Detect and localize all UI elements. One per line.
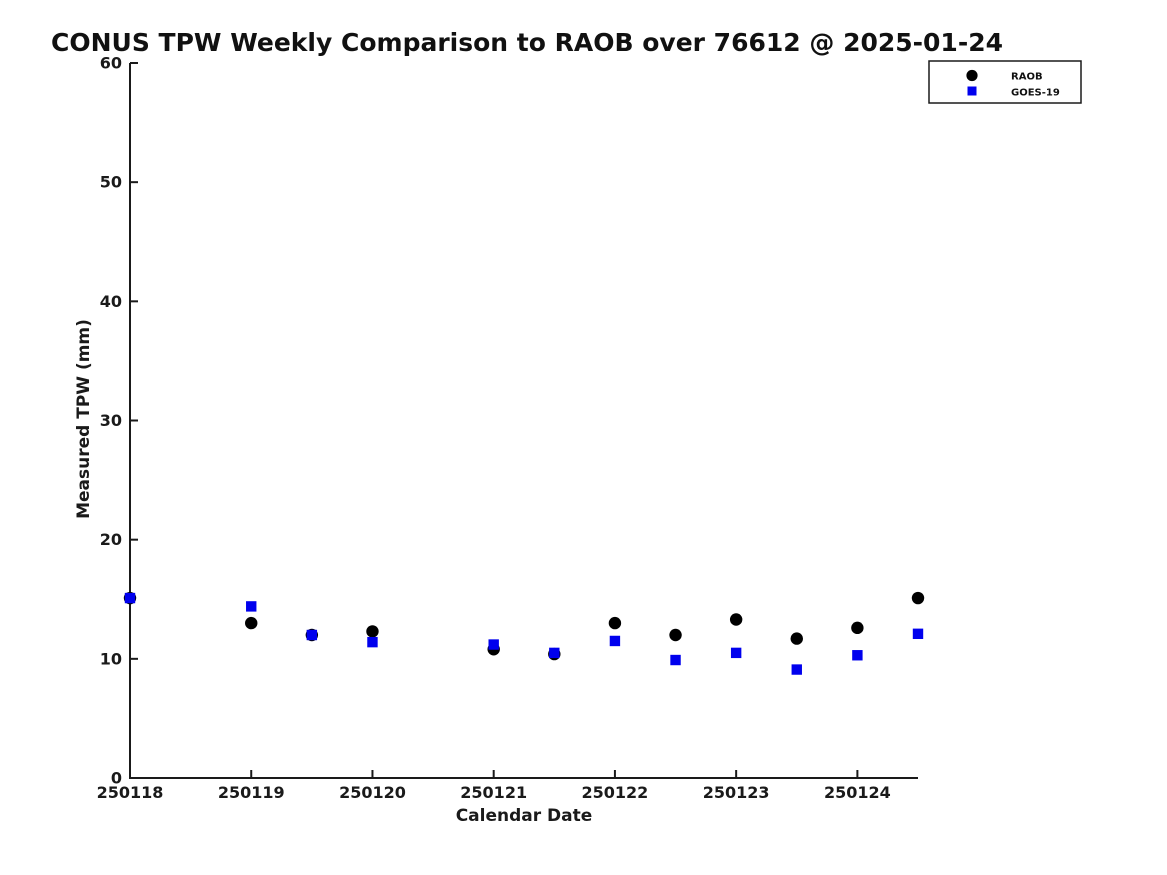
goes19-point: [246, 601, 257, 612]
raob-series: [123, 591, 925, 661]
chart-title: CONUS TPW Weekly Comparison to RAOB over…: [51, 28, 1003, 57]
legend-raob-circle-icon: [966, 69, 978, 82]
goes19-point: [609, 635, 621, 647]
x-tick-label: 250123: [703, 783, 770, 802]
raob-point: [608, 616, 622, 630]
goes19-series: [124, 592, 924, 675]
goes19-point: [549, 647, 560, 659]
goes19-point: [306, 629, 318, 641]
raob-point: [245, 616, 258, 630]
raob-point: [669, 628, 682, 642]
goes19-point: [670, 654, 681, 666]
raob-point: [790, 632, 803, 645]
goes19-point: [488, 639, 499, 650]
x-tick-label: 250118: [97, 783, 164, 802]
legend-goes19-label: GOES-19: [1011, 88, 1060, 99]
x-tick-label: 250119: [218, 783, 285, 802]
goes19-point: [367, 636, 378, 648]
legend-raob-label: RAOB: [1011, 72, 1043, 83]
goes19-point: [852, 650, 863, 661]
y-tick-label: 20: [100, 530, 122, 549]
legend-goes19-square-icon: [967, 86, 977, 96]
raob-point: [366, 625, 379, 638]
y-tick-label: 50: [100, 173, 122, 192]
raob-point: [729, 613, 743, 626]
legend-box: [928, 60, 1082, 104]
legend: RAOB GOES-19: [928, 60, 1082, 104]
y-tick-label: 30: [100, 411, 122, 430]
goes19-point: [730, 647, 742, 659]
x-tick-label: 250124: [824, 783, 891, 802]
raob-point: [911, 591, 925, 605]
y-tick-label: 40: [100, 292, 122, 311]
x-tick-label: 250121: [460, 783, 527, 802]
y-tick-label: 0: [111, 769, 122, 788]
axes: 0 10 20 30 40 50 60 250118 250119 250120 250121 250…: [97, 54, 918, 802]
goes19-point: [124, 592, 136, 604]
y-tick-label: 60: [100, 54, 122, 73]
goes19-point: [791, 664, 802, 675]
x-tick-label: 250122: [582, 783, 649, 802]
x-tick-label: 250120: [339, 783, 406, 802]
raob-point: [851, 621, 864, 635]
x-axis-label: Calendar Date: [456, 806, 593, 826]
y-axis-label: Measured TPW (mm): [74, 319, 94, 519]
y-tick-label: 10: [100, 649, 122, 668]
goes19-point: [912, 628, 924, 640]
